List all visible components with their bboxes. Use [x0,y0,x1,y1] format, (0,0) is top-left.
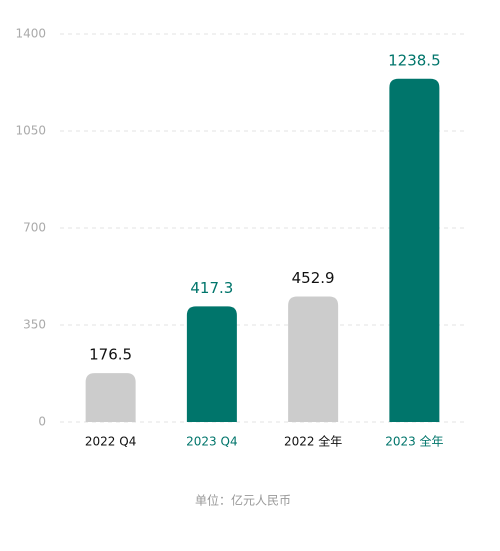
value-label: 176.5 [89,346,132,364]
y-tick-label: 700 [23,221,46,235]
bar [389,78,440,422]
x-tick-label: 2023 Q4 [186,435,237,449]
x-tick-label: 2022 全年 [284,434,342,449]
bar [186,306,237,422]
y-tick-label: 350 [23,318,46,332]
unit-note: 单位：亿元人民币 [195,493,291,508]
y-tick-label: 0 [38,415,46,429]
y-tick-label: 1050 [15,124,46,138]
value-label: 1238.5 [388,51,441,69]
bar [288,296,339,422]
value-label: 452.9 [292,269,335,287]
x-tick-label: 2023 全年 [385,434,443,449]
y-tick-label: 1400 [15,27,46,41]
x-tick-label: 2022 Q4 [85,435,136,449]
value-label: 417.3 [190,279,233,297]
bar [85,373,136,422]
